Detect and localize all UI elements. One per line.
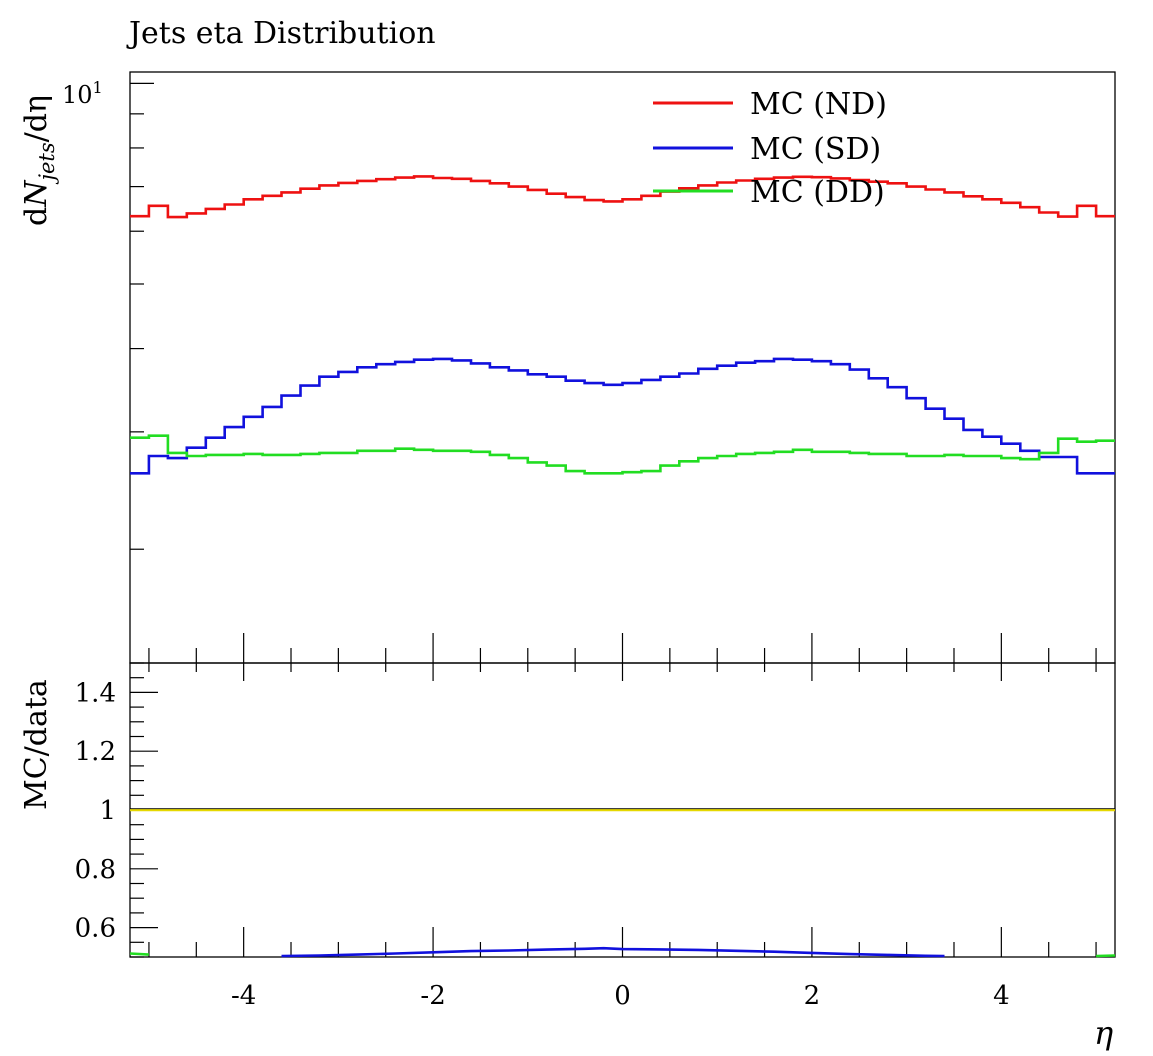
series-dd-line — [130, 434, 1115, 475]
series-nd-line — [130, 175, 1115, 219]
ratio-y-tick-labels: 0.6 0.8 1 1.2 1.4 — [75, 678, 116, 943]
chart-title: Jets eta Distribution — [126, 16, 436, 51]
x-tick-label: 2 — [804, 981, 821, 1011]
x-tick-label: -4 — [231, 981, 256, 1011]
ratio-y-tick-label: 1.4 — [75, 678, 116, 708]
ratio-y-tick-label: 1 — [99, 796, 116, 826]
ratio-y-axis-label: MC/data — [19, 679, 54, 810]
main-axis-ticks — [130, 82, 1097, 663]
x-tick-label: 4 — [993, 981, 1010, 1011]
ratio-series-sd-line — [281, 946, 945, 958]
main-plot-frame — [129, 71, 1116, 664]
legend-label-sd: MC (SD) — [750, 132, 881, 167]
ratio-axis-ticks — [130, 662, 1097, 958]
ratio-panel: 0.6 0.8 1 1.2 1.4 -4 -2 0 2 4 MC/data η — [19, 662, 1116, 1052]
main-y-axis-label: dNjets/dη — [19, 95, 59, 226]
x-tick-label: 0 — [614, 981, 631, 1011]
x-axis-label: η — [1094, 1014, 1113, 1052]
x-tick-label: -2 — [420, 981, 445, 1011]
ratio-y-tick-label: 1.2 — [75, 737, 116, 767]
y-tick-label-10: 101 — [62, 78, 103, 109]
legend: MC (ND) MC (SD) MC (DD) — [653, 87, 887, 210]
main-histograms — [130, 175, 1115, 475]
legend-label-nd: MC (ND) — [750, 87, 887, 122]
ratio-lines — [129, 808, 1116, 958]
ratio-series-dd-left — [129, 952, 149, 956]
x-tick-labels: -4 -2 0 2 4 — [231, 981, 1010, 1011]
legend-label-dd: MC (DD) — [750, 175, 885, 210]
main-panel: 101 dNjets/dη MC (ND) MC (SD) MC (DD) — [19, 71, 1116, 664]
series-sd-line — [130, 357, 1115, 475]
ratio-series-dd-right — [1096, 954, 1116, 958]
ratio-y-tick-label: 0.6 — [75, 914, 116, 944]
ratio-y-tick-label: 0.8 — [75, 855, 116, 885]
